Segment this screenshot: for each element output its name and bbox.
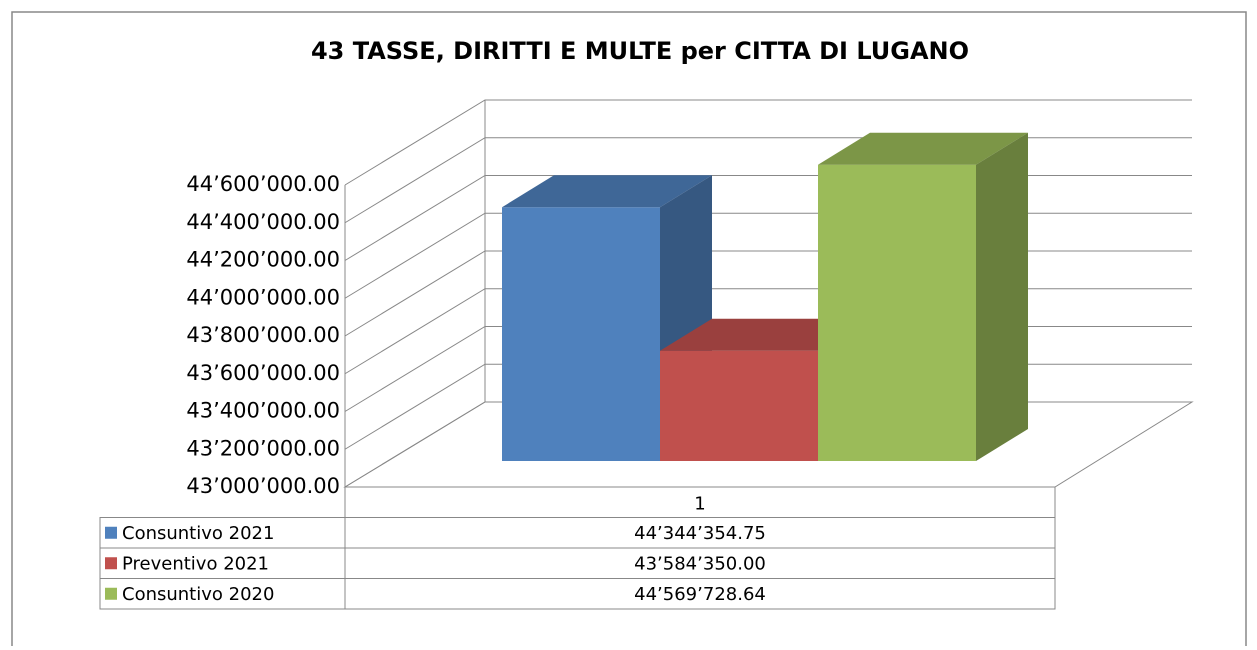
bar-top xyxy=(502,175,712,208)
grid-line xyxy=(344,175,1192,261)
legend-swatch xyxy=(105,557,117,570)
y-tick-label: 44’600’000.00 xyxy=(186,172,340,196)
bar xyxy=(502,207,660,461)
y-tick-label: 43’400’000.00 xyxy=(186,399,340,423)
y-tick-label: 43’800’000.00 xyxy=(186,323,340,347)
value-label: 44’569’728.64 xyxy=(634,584,766,605)
bar-side xyxy=(976,132,1028,461)
y-tick-label: 44’200’000.00 xyxy=(186,248,340,272)
grid-line xyxy=(344,137,1192,224)
chart-frame xyxy=(11,11,1247,646)
value-label: 44’344’354.75 xyxy=(634,523,766,544)
y-tick-label: 44’400’000.00 xyxy=(186,210,340,234)
table-category: 1 xyxy=(694,493,705,514)
legend-swatch xyxy=(105,587,117,600)
bar-top xyxy=(660,318,870,351)
grid-line xyxy=(344,99,1192,186)
bar xyxy=(660,350,818,461)
legend-swatch xyxy=(105,526,117,539)
grid-line xyxy=(344,212,1192,299)
y-tick-label: 43’000’000.00 xyxy=(186,474,340,498)
table-value-cell xyxy=(344,578,1056,610)
y-tick-label: 43’200’000.00 xyxy=(186,436,340,460)
y-tick-label: 44’000’000.00 xyxy=(186,285,340,309)
legend-label: Consuntivo 2020 xyxy=(122,584,274,605)
bar xyxy=(818,164,976,461)
value-label: 43’584’350.00 xyxy=(634,553,766,574)
y-tick-label: 43’600’000.00 xyxy=(186,361,340,385)
legend-label: Preventivo 2021 xyxy=(122,553,269,574)
legend-label: Consuntivo 2021 xyxy=(122,523,274,544)
chart-title: 43 TASSE, DIRITTI E MULTE per CITTA DI L… xyxy=(311,37,969,65)
bar-top xyxy=(818,132,1028,165)
